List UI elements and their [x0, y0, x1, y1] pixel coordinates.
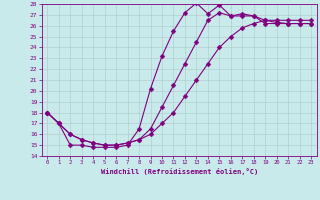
X-axis label: Windchill (Refroidissement éolien,°C): Windchill (Refroidissement éolien,°C) — [100, 168, 258, 175]
